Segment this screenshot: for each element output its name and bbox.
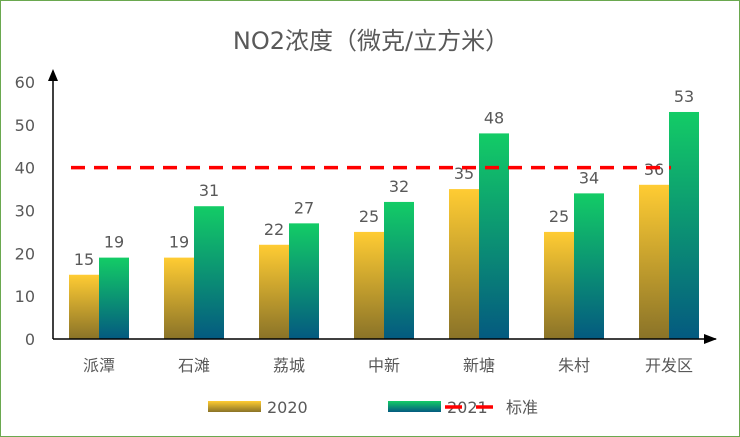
x-tick-label: 荔城 [273, 356, 305, 375]
chart-title: NO2浓度（微克/立方米） [233, 27, 509, 55]
bar-2020 [164, 257, 194, 339]
data-label: 31 [199, 181, 219, 200]
x-tick-label: 中新 [368, 356, 400, 375]
data-label: 22 [264, 220, 284, 239]
data-label: 25 [549, 207, 569, 226]
bar-2020 [639, 184, 669, 339]
bar-2020 [69, 274, 99, 339]
data-label: 19 [104, 233, 124, 252]
y-tick-label: 40 [15, 159, 35, 178]
bar-2020 [354, 231, 384, 339]
data-label: 48 [484, 108, 504, 127]
x-tick-label: 开发区 [645, 356, 693, 375]
legend-label: 2021 [447, 398, 488, 417]
legend-label: 2020 [267, 398, 308, 417]
x-axis-arrow [704, 334, 717, 344]
y-tick-label: 0 [25, 330, 35, 349]
y-tick-label: 60 [15, 73, 35, 92]
legend-swatch-2021 [388, 401, 441, 412]
bar-2021 [99, 257, 129, 339]
bar-2020 [259, 244, 289, 339]
data-label: 25 [359, 207, 379, 226]
data-label: 34 [579, 168, 599, 187]
y-axis-arrow [48, 69, 58, 81]
bar-2020 [544, 231, 574, 339]
x-tick-label: 石滩 [178, 356, 210, 375]
data-label: 27 [294, 198, 314, 217]
data-label: 15 [74, 250, 94, 269]
y-tick-label: 50 [15, 116, 35, 135]
bar-2021 [574, 193, 604, 339]
y-tick-label: 10 [15, 287, 35, 306]
x-tick-label: 新塘 [463, 356, 495, 375]
bar-2021 [669, 111, 699, 339]
data-label: 53 [674, 87, 694, 106]
bar-2021 [289, 223, 319, 339]
data-label: 32 [389, 177, 409, 196]
legend-swatch-2020 [208, 401, 261, 412]
bar-2020 [449, 189, 479, 339]
x-tick-label: 派潭 [83, 356, 115, 375]
y-tick-label: 20 [15, 244, 35, 263]
legend-label: 标准 [506, 398, 538, 417]
data-label: 19 [169, 233, 189, 252]
x-tick-label: 朱村 [558, 356, 590, 375]
bar-2021 [479, 133, 509, 339]
bar-2021 [384, 201, 414, 339]
bar-2021 [194, 206, 224, 339]
y-tick-label: 30 [15, 202, 35, 221]
